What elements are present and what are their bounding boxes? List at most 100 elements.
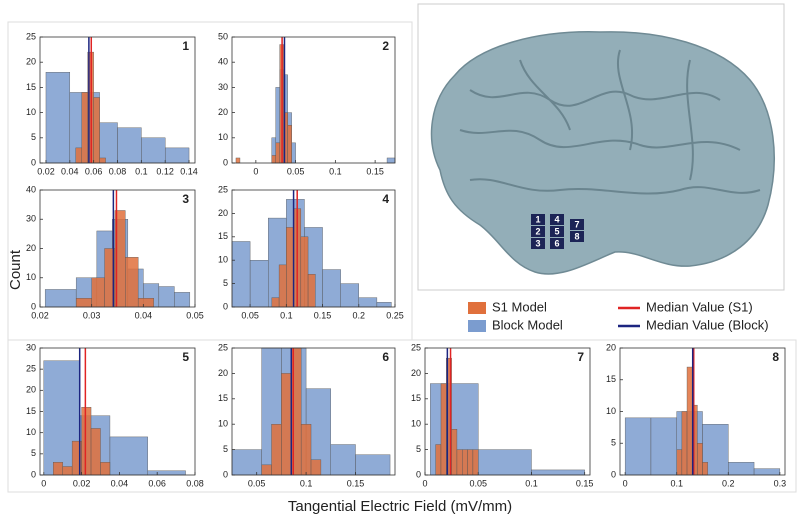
- histogram-bar: [62, 466, 73, 476]
- electrode: [570, 219, 584, 230]
- histogram-bar: [45, 72, 71, 164]
- electrode-label: 6: [554, 238, 559, 248]
- y-tick-label: 25: [218, 342, 228, 352]
- x-tick-label: 0.1: [280, 310, 293, 320]
- electrode: [550, 226, 564, 237]
- electrode: [531, 226, 545, 237]
- histogram-bar: [686, 366, 693, 476]
- histogram-bar: [53, 462, 63, 476]
- x-tick-label: 0.05: [469, 478, 487, 488]
- y-tick-label: 0: [611, 469, 616, 479]
- histogram-bar: [158, 286, 175, 308]
- y-tick-label: 40: [26, 184, 36, 194]
- y-tick-label: 15: [411, 393, 421, 403]
- histogram-bar: [291, 142, 296, 164]
- y-tick-label: 5: [416, 444, 421, 454]
- x-tick-label: 0.03: [83, 310, 101, 320]
- x-tick-label: 0.05: [248, 478, 266, 488]
- histogram-bar: [300, 236, 309, 308]
- panel-number: 1: [182, 39, 189, 53]
- y-tick-label: 20: [218, 107, 228, 117]
- x-tick-label: 0.2: [353, 310, 366, 320]
- y-tick-label: 10: [218, 255, 228, 265]
- x-tick-label: 0.06: [85, 166, 103, 176]
- histogram-bar: [702, 462, 708, 476]
- electrode: [531, 238, 545, 249]
- histogram-bar: [681, 411, 688, 476]
- histogram-bar: [358, 297, 378, 308]
- histogram-bar: [75, 298, 92, 308]
- x-tick-label: 0.1: [525, 478, 538, 488]
- histogram-bar: [81, 407, 92, 476]
- x-tick-label: 0.05: [186, 310, 204, 320]
- y-tick-label: 20: [26, 243, 36, 253]
- plot-frame: [231, 189, 396, 308]
- electrode-label: 2: [535, 226, 540, 236]
- panel-number: 5: [182, 350, 189, 364]
- y-tick-label: 25: [218, 184, 228, 194]
- histogram-bar: [99, 122, 118, 164]
- histogram-bar: [322, 269, 341, 308]
- histogram-bar: [753, 468, 781, 476]
- group-frame: [7, 339, 797, 493]
- histogram-bar: [650, 417, 677, 476]
- histogram-bar: [697, 443, 703, 476]
- x-tick-label: 0.15: [576, 478, 594, 488]
- panel-number: 8: [772, 350, 779, 364]
- x-tick-label: 0.04: [111, 478, 129, 488]
- electrode-label: 4: [554, 214, 559, 224]
- histogram-bar: [340, 283, 359, 308]
- histogram-bar: [462, 449, 468, 476]
- x-tick-label: 0.08: [109, 166, 127, 176]
- x-tick-label: 0.1: [300, 478, 313, 488]
- y-tick-label: 5: [223, 444, 228, 454]
- histogram-bar: [478, 449, 532, 476]
- y-tick-label: 10: [606, 406, 616, 416]
- y-tick-label: 0: [416, 469, 421, 479]
- x-axis-title: Tangential Electric Field (mV/mm): [288, 498, 512, 515]
- x-tick-label: 0: [253, 166, 258, 176]
- histogram-bar: [307, 274, 316, 308]
- y-tick-label: 40: [218, 57, 228, 67]
- y-tick-label: 20: [606, 342, 616, 352]
- legend-label: Median Value (Block): [646, 317, 769, 332]
- histogram-bar: [287, 124, 292, 164]
- histogram-bar: [249, 260, 269, 308]
- histogram-bar: [310, 459, 322, 476]
- histogram-bar: [90, 428, 101, 476]
- histogram-bar: [355, 454, 391, 476]
- y-tick-label: 10: [218, 132, 228, 142]
- brain-surface: [430, 31, 775, 275]
- panel-number: 6: [382, 350, 389, 364]
- x-tick-label: 0.2: [722, 478, 735, 488]
- histogram-bar: [451, 429, 458, 476]
- histogram-bar: [99, 157, 106, 164]
- y-tick-label: 30: [26, 214, 36, 224]
- legend-label: Median Value (S1): [646, 299, 753, 314]
- x-tick-label: 0.1: [670, 478, 683, 488]
- electrode-label: 3: [535, 238, 540, 248]
- y-tick-label: 0: [223, 469, 228, 479]
- electrode: [531, 214, 545, 225]
- histogram-bar: [271, 424, 282, 476]
- histogram-bar: [281, 373, 292, 476]
- x-tick-label: 0.1: [135, 166, 148, 176]
- y-tick-label: 0: [31, 469, 36, 479]
- histogram-bar: [286, 227, 294, 308]
- x-tick-label: 0.05: [287, 166, 305, 176]
- y-tick-label: 15: [218, 231, 228, 241]
- histogram-bar: [147, 470, 186, 476]
- electrode: [550, 214, 564, 225]
- y-tick-label: 10: [26, 272, 36, 282]
- panel-number: 2: [382, 39, 389, 53]
- x-tick-label: 0.3: [774, 478, 787, 488]
- x-tick-label: 0.15: [314, 310, 332, 320]
- x-tick-label: 0.08: [186, 478, 204, 488]
- x-tick-label: 0.02: [37, 166, 55, 176]
- histogram-bar: [676, 449, 683, 476]
- histogram-bar: [231, 241, 251, 308]
- histogram-bar: [81, 92, 88, 164]
- y-tick-label: 5: [223, 278, 228, 288]
- histogram-bar: [100, 462, 111, 476]
